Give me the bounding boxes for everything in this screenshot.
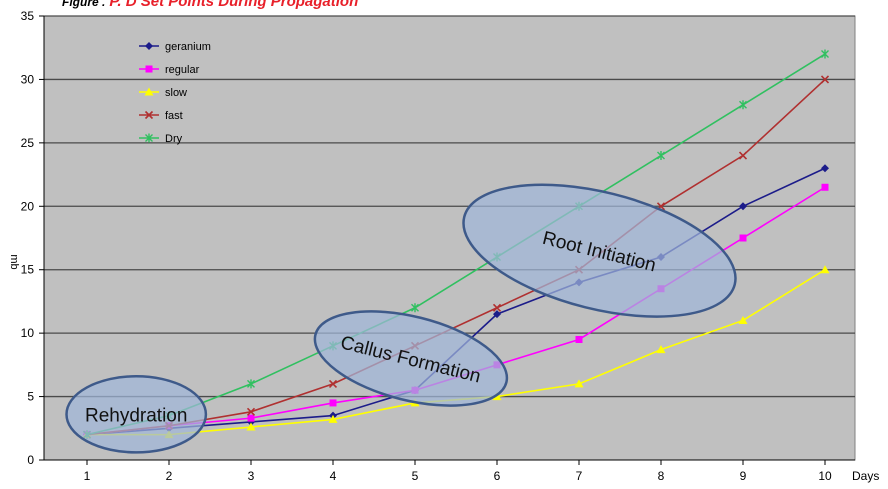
x-tick-label: 10 — [818, 469, 832, 483]
data-point — [738, 151, 748, 160]
data-point — [144, 110, 154, 120]
legend-label: Dry — [165, 133, 183, 145]
data-point — [575, 335, 583, 343]
data-point — [247, 379, 255, 389]
x-tick-label: 5 — [412, 469, 419, 483]
x-tick-label: 3 — [248, 469, 255, 483]
y-tick-label: 30 — [21, 72, 35, 86]
annotation-root-initiation: Root Initiation — [462, 183, 737, 318]
data-point — [246, 407, 256, 416]
data-point — [492, 303, 502, 312]
chart-title: Figure . P. D Set Points During Propagati… — [62, 0, 358, 10]
data-point — [739, 100, 747, 110]
annotation-ellipse — [313, 310, 509, 407]
x-tick-label: 1 — [84, 469, 91, 483]
data-point — [145, 42, 153, 50]
data-point — [821, 49, 829, 59]
data-point — [145, 65, 153, 73]
x-tick-label: 8 — [658, 469, 665, 483]
legend: geranium regular slow fast Dry — [139, 41, 211, 145]
data-point — [739, 234, 747, 242]
data-point — [329, 399, 337, 407]
y-tick-label: 35 — [21, 9, 35, 23]
data-point — [247, 414, 255, 422]
legend-item-regular: regular — [139, 64, 200, 76]
x-tick-label: 4 — [330, 469, 337, 483]
y-tick-label: 15 — [21, 263, 35, 277]
x-tick-label: 2 — [166, 469, 173, 483]
legend-label: fast — [165, 110, 183, 122]
data-point — [739, 202, 747, 211]
data-point — [738, 315, 748, 324]
annotation-rehydration: Rehydration — [65, 375, 208, 454]
y-tick-label: 25 — [21, 136, 35, 150]
data-point — [411, 303, 419, 313]
data-point — [144, 87, 154, 96]
data-point — [820, 75, 830, 84]
data-point — [328, 379, 338, 388]
data-point — [820, 265, 830, 274]
legend-item-slow: slow — [139, 87, 187, 99]
legend-label: slow — [165, 87, 187, 99]
legend-item-dry: Dry — [139, 133, 183, 145]
y-tick-label: 5 — [27, 390, 34, 404]
annotation-ellipse — [462, 183, 737, 318]
legend-item-geranium: geranium — [139, 41, 211, 53]
y-axis-label: mb — [8, 254, 20, 269]
legend-label: regular — [165, 64, 200, 76]
y-tick-label: 20 — [21, 199, 35, 213]
legend-item-fast: fast — [139, 110, 183, 122]
data-point — [821, 183, 829, 191]
data-point — [821, 164, 829, 173]
x-tick-label: 9 — [740, 469, 747, 483]
data-point — [657, 151, 665, 161]
chart-title-prefix: Figure . — [62, 0, 106, 9]
x-tick-label: 6 — [494, 469, 501, 483]
x-axis-label: Days — [852, 469, 879, 483]
data-point — [328, 414, 338, 423]
legend-label: geranium — [165, 41, 211, 53]
data-point — [145, 133, 153, 143]
y-tick-label: 10 — [21, 326, 35, 340]
y-tick-label: 0 — [27, 453, 34, 467]
x-tick-label: 7 — [576, 469, 583, 483]
annotation-label: Rehydration — [85, 405, 187, 426]
data-point — [656, 345, 666, 354]
data-point — [493, 310, 501, 319]
annotation-ellipse — [65, 375, 208, 454]
series-line-fast — [86, 78, 826, 436]
data-point — [246, 422, 256, 431]
chart-title-main: P. D Set Points During Propagation — [109, 0, 359, 10]
series-line-dry — [86, 53, 826, 436]
data-point — [574, 379, 584, 388]
annotation-callus-formation: Callus Formation — [313, 310, 509, 407]
